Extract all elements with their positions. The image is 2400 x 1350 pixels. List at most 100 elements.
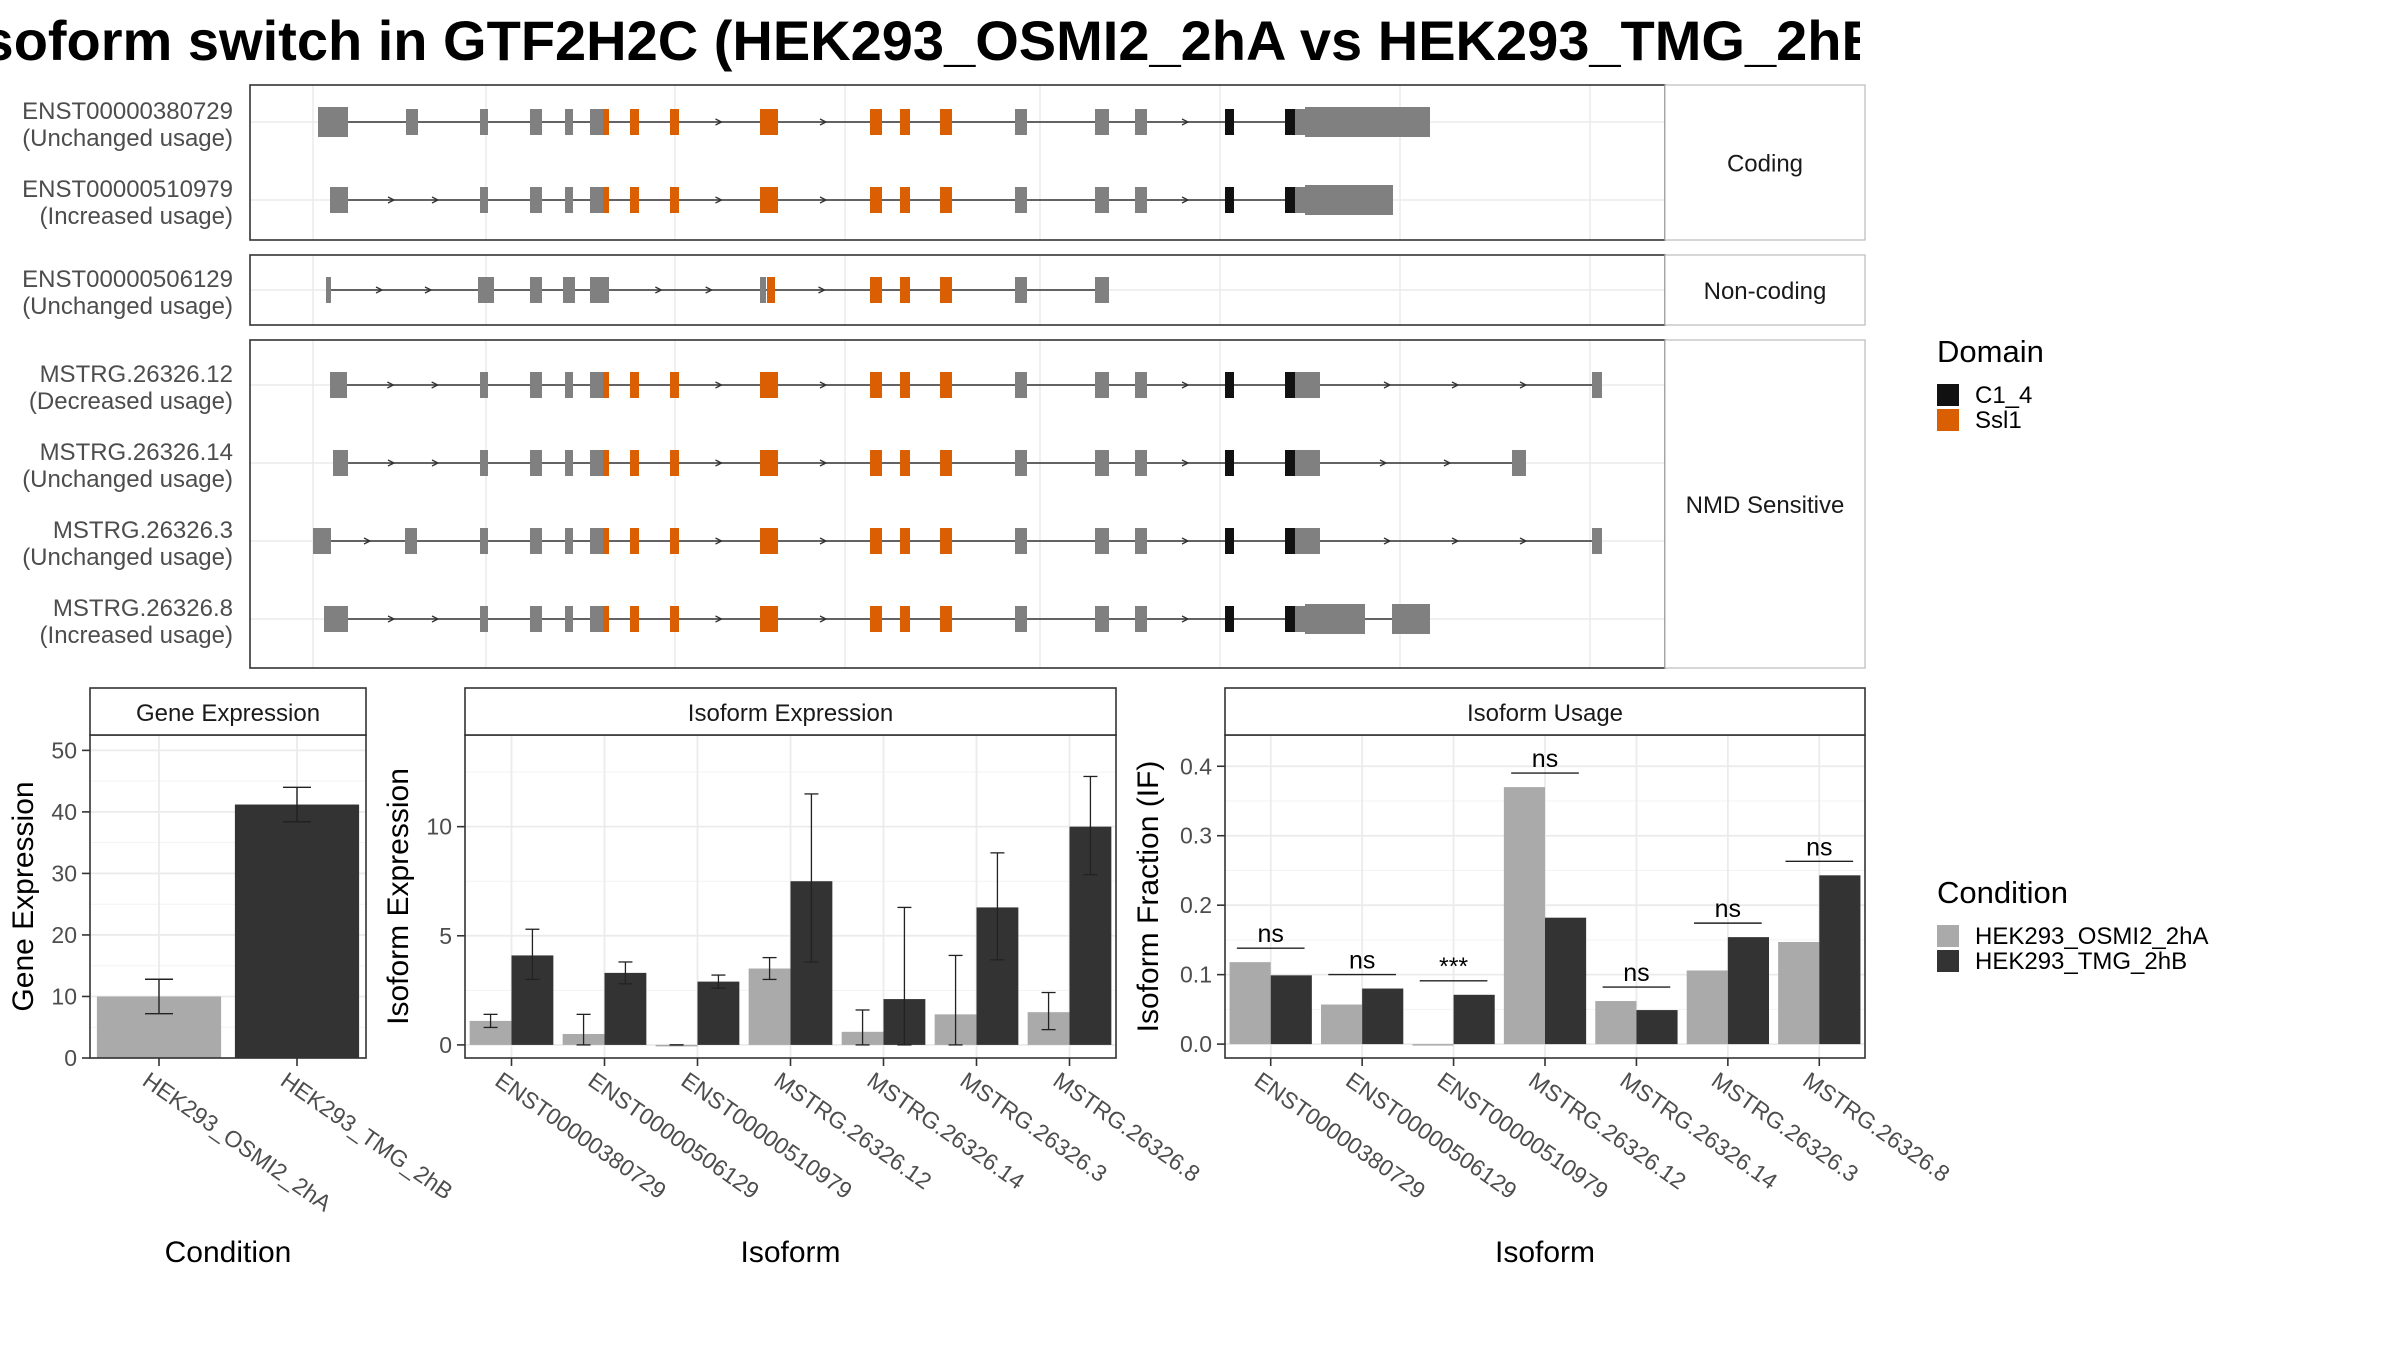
exon: [318, 107, 348, 137]
exon: [1135, 528, 1147, 554]
transcript-structure-panel: Coding Non-coding NMD Sensitive ENST0000038…: [22, 84, 1866, 669]
transcript-row: ENST00000380729(Unchanged usage): [22, 98, 1430, 152]
significance-label: ns: [1806, 833, 1832, 861]
exon: [1135, 450, 1147, 476]
exon: [480, 450, 488, 476]
exon: [1015, 372, 1021, 398]
intron-arrow: [819, 118, 828, 126]
exon: [333, 450, 348, 476]
transcript-name: ENST00000380729: [22, 98, 233, 125]
significance-label: ns: [1623, 959, 1649, 987]
intron-arrow: [819, 537, 828, 545]
intron-arrow: [431, 615, 440, 623]
structure-group-label: Non-coding: [1704, 278, 1827, 305]
exon: [1135, 372, 1147, 398]
domain-ssl1-exon: [940, 372, 952, 398]
x-tick-label: ENST00000380729: [491, 1067, 671, 1204]
domain-ssl1-exon: [760, 606, 778, 632]
intron-arrow: [715, 118, 723, 126]
y-axis-title: Gene Expression: [7, 781, 40, 1011]
domain-ssl1-exon: [760, 450, 778, 476]
domain-legend-key: [1937, 384, 1959, 406]
exon: [1021, 528, 1027, 554]
exon: [590, 450, 598, 476]
y-tick-label: 5: [439, 923, 452, 949]
exon: [1015, 187, 1021, 213]
exon: [1512, 450, 1526, 476]
domain-c1-4-exon: [1225, 372, 1234, 398]
intron-arrow: [1383, 537, 1392, 545]
y-tick-label: 20: [51, 922, 77, 948]
intron-arrow: [375, 286, 384, 294]
y-axis-title: Isoform Fraction (IF): [1132, 761, 1165, 1033]
significance-label: ***: [1439, 953, 1468, 981]
x-tick-label: ENST00000510979: [677, 1067, 857, 1204]
domain-ssl1-exon: [900, 109, 910, 135]
bar: [604, 972, 647, 1045]
domain-ssl1-exon: [940, 528, 952, 554]
chart-2: ns ns *** ns ns ns ns Isoform Usage 0.0 0.1 0.2 0.3…: [1132, 687, 1955, 1269]
domain-c1-4-exon: [1285, 450, 1295, 476]
exon: [530, 109, 542, 135]
domain-ssl1-exon: [670, 528, 679, 554]
transcript-name: ENST00000510979: [22, 176, 233, 203]
exon: [1305, 107, 1430, 137]
transcript-row: MSTRG.26326.14(Unchanged usage): [22, 439, 1526, 493]
intron-arrow: [1181, 118, 1190, 126]
condition-legend-label: HEK293_OSMI2_2hA: [1975, 923, 2208, 950]
domain-c1-4-exon: [1225, 187, 1234, 213]
domain-ssl1-exon: [900, 372, 910, 398]
exon: [326, 277, 331, 303]
bar: [655, 1044, 698, 1047]
exon: [1095, 109, 1109, 135]
intron-arrow: [1383, 381, 1392, 389]
y-tick-label: 0.1: [1180, 962, 1212, 988]
exon: [563, 277, 575, 303]
chart-title-strip: [1224, 687, 1866, 736]
intron-arrow: [1181, 537, 1190, 545]
domain-ssl1-exon: [760, 109, 778, 135]
transcript-row: ENST00000506129(Unchanged usage): [22, 266, 1109, 320]
exon: [1592, 372, 1602, 398]
x-tick-label: MSTRG.26326.8: [1798, 1067, 1954, 1187]
condition-legend-title: Condition: [1937, 875, 2068, 910]
exon: [480, 109, 488, 135]
exon: [530, 528, 542, 554]
exon: [530, 606, 542, 632]
exon: [1135, 606, 1147, 632]
y-tick-label: 0.2: [1180, 892, 1212, 918]
exon: [1295, 528, 1305, 554]
exon: [530, 187, 542, 213]
exon: [1592, 528, 1602, 554]
bar: [1229, 962, 1271, 1045]
domain-ssl1-exon: [870, 528, 882, 554]
exon: [480, 372, 488, 398]
bar: [1321, 1004, 1363, 1045]
exon: [590, 109, 598, 135]
bar: [1819, 875, 1861, 1045]
intron-arrow: [1379, 459, 1388, 467]
intron-arrow: [715, 615, 723, 623]
intron-arrow: [1519, 537, 1528, 545]
intron-arrow: [819, 381, 828, 389]
intron-arrow: [363, 537, 372, 545]
exon: [565, 372, 573, 398]
page-title: Isoform switch in GTF2H2C (HEK293_OSMI2_…: [0, 9, 1860, 72]
domain-legend-key: [1937, 409, 1959, 431]
x-tick-label: MSTRG.26326.14: [863, 1067, 1030, 1195]
exon: [1021, 187, 1027, 213]
transcript-name: MSTRG.26326.8: [53, 595, 233, 622]
exon: [530, 450, 542, 476]
domain-c1-4-exon: [1285, 187, 1295, 213]
exon: [1095, 372, 1109, 398]
domain-legend-label: C1_4: [1975, 382, 2032, 409]
domain-ssl1-exon: [767, 277, 775, 303]
intron-arrow: [1181, 381, 1190, 389]
structure-group-label: NMD Sensitive: [1686, 492, 1845, 519]
significance-label: ns: [1349, 947, 1375, 975]
chart-title: Gene Expression: [136, 700, 320, 727]
exon: [1015, 277, 1021, 303]
